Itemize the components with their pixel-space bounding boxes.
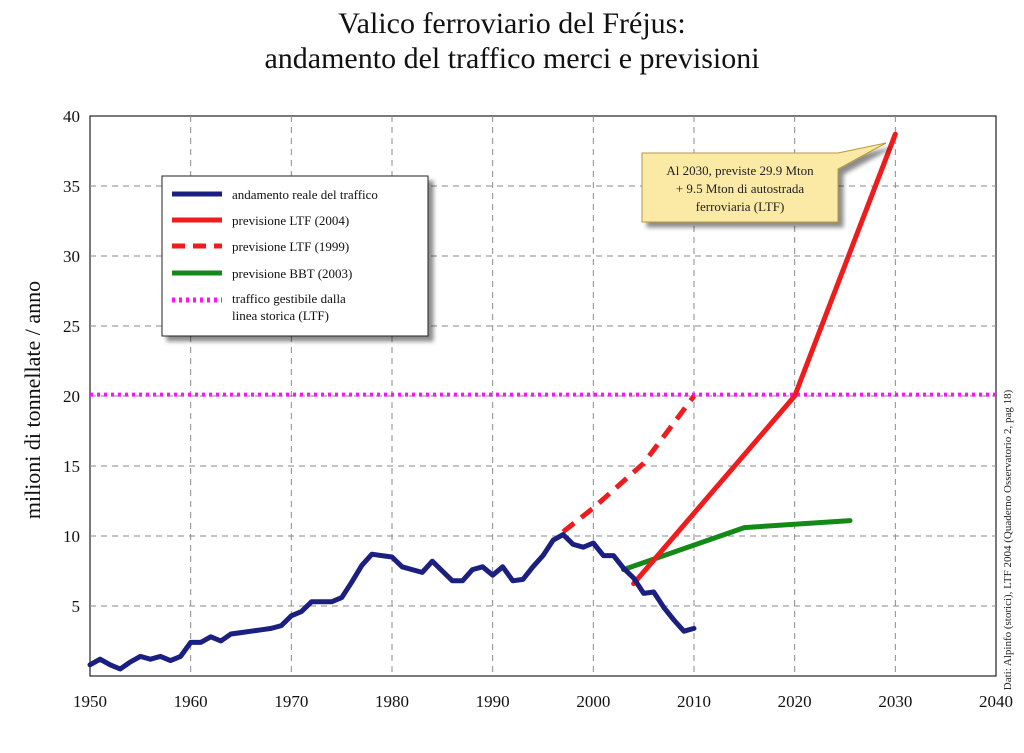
callout-line-3: ferroviaria (LTF) — [696, 199, 785, 214]
chart-title-line-2: andamento del traffico merci e prevision… — [264, 42, 760, 75]
x-tick-label: 2020 — [778, 692, 812, 711]
x-tick-label: 1980 — [375, 692, 409, 711]
chart-title-line-1: Valico ferroviario del Fréjus: — [338, 7, 686, 40]
x-tick-label: 1990 — [476, 692, 510, 711]
legend-item-capacity: traffico gestibile dalla linea storica (… — [172, 291, 346, 323]
axis-tick-labels: 1950 1960 1970 1980 1990 2000 2010 2020 2030 2040… — [63, 107, 1013, 711]
legend-item-bbt-2003: previsione BBT (2003) — [172, 266, 352, 281]
chart-title: Valico ferroviario del Fréjus: andamento… — [0, 6, 1024, 76]
series-layer — [87, 131, 996, 672]
legend-label-capacity-line-2: linea storica (LTF) — [232, 308, 329, 323]
x-tick-label: 2000 — [576, 692, 610, 711]
callout-box — [641, 142, 887, 223]
legend-item-ltf-1999: previsione LTF (1999) — [172, 239, 349, 254]
y-tick-label: 40 — [63, 107, 80, 126]
x-tick-label: 1960 — [174, 692, 208, 711]
callout-line-2: + 9.5 Mton di autostrada — [676, 181, 805, 196]
legend-label-actual: andamento reale del traffico — [232, 187, 378, 202]
series-line-2 — [561, 394, 697, 534]
callout-line-1: Al 2030, previste 29.9 Mton — [666, 163, 814, 178]
legend-label-bbt-2003: previsione BBT (2003) — [232, 266, 352, 281]
legend-item-ltf-2004: previsione LTF (2004) — [172, 213, 349, 228]
legend-item-actual: andamento reale del traffico — [172, 187, 378, 202]
x-tick-label: 2010 — [677, 692, 711, 711]
x-tick-label: 2040 — [979, 692, 1013, 711]
y-tick-label: 20 — [63, 387, 80, 406]
y-tick-label: 10 — [63, 527, 80, 546]
y-tick-label: 5 — [72, 597, 81, 616]
legend-label-capacity-line-1: traffico gestibile dalla — [232, 291, 346, 306]
y-tick-label: 35 — [63, 177, 80, 196]
series-line-1 — [631, 131, 898, 587]
x-tick-label: 2030 — [878, 692, 912, 711]
y-tick-label: 30 — [63, 247, 80, 266]
legend: andamento reale del traffico previsione … — [161, 175, 429, 337]
series-line-3 — [621, 518, 853, 573]
forecast-callout: Al 2030, previste 29.9 Mton + 9.5 Mton d… — [641, 142, 887, 223]
x-tick-label: 1950 — [73, 692, 107, 711]
source-note: Dati: Alpinfo (storici), LTF 2004 (Quade… — [1002, 389, 1014, 690]
x-tick-label: 1970 — [274, 692, 308, 711]
legend-box — [161, 175, 429, 337]
legend-label-ltf-1999: previsione LTF (1999) — [232, 239, 349, 254]
legend-label-ltf-2004: previsione LTF (2004) — [232, 213, 349, 228]
y-tick-label: 25 — [63, 317, 80, 336]
y-tick-label: 15 — [63, 457, 80, 476]
series-line-0 — [87, 532, 697, 672]
y-axis-label: milioni di tonnellate / anno — [20, 281, 45, 519]
